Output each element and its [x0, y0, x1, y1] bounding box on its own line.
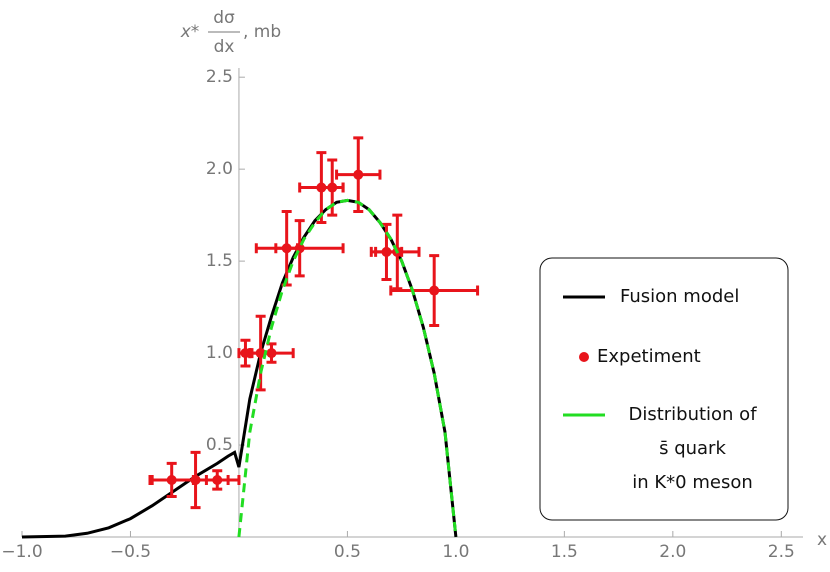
- legend-label: Distribution of s̄ quark in K*0 meson: [628, 404, 757, 493]
- legend: Fusion model Expetiment Distribution of s̄…: [539, 257, 789, 521]
- legend-label: Expetiment: [597, 346, 701, 367]
- data-point: [240, 348, 251, 359]
- y-label-denominator: dx: [214, 37, 235, 57]
- data-point: [212, 474, 223, 485]
- x-tick-label: −0.5: [110, 542, 151, 562]
- y-tick-label: 1.5: [206, 251, 233, 271]
- legend-label-box: Distribution of s̄ quark in K*0 meson: [628, 404, 757, 493]
- data-point: [429, 285, 440, 296]
- data-point: [353, 169, 364, 180]
- x-tick-label: 1.0: [442, 542, 469, 562]
- y-tick-label: 0.5: [206, 435, 233, 455]
- y-tick-label: 1.0: [206, 343, 233, 363]
- y-label-numerator: dσ: [213, 8, 235, 28]
- data-point: [190, 474, 201, 485]
- x-tick-label: −1.0: [1, 542, 42, 562]
- y-tick-label: 2.5: [206, 67, 233, 87]
- y-label-unit: , mb: [243, 22, 281, 42]
- y-tick-label: 2.0: [206, 159, 233, 179]
- x-tick-label: 0.5: [334, 542, 361, 562]
- y-axis-label: x* dσ dx , mb: [180, 8, 281, 57]
- x-tick-label: 1.5: [551, 542, 578, 562]
- x-axis-label: x: [817, 530, 827, 550]
- x-tick-label: 2.5: [768, 542, 795, 562]
- legend-label: Fusion model: [620, 286, 739, 307]
- x-tick-label: 2.0: [659, 542, 686, 562]
- legend-box: [539, 257, 789, 521]
- dashed-curve: [237, 198, 458, 538]
- y-label-prefix: x*: [180, 22, 200, 42]
- legend-symbol: [579, 352, 589, 362]
- data-point: [327, 182, 338, 193]
- data-point: [266, 348, 277, 359]
